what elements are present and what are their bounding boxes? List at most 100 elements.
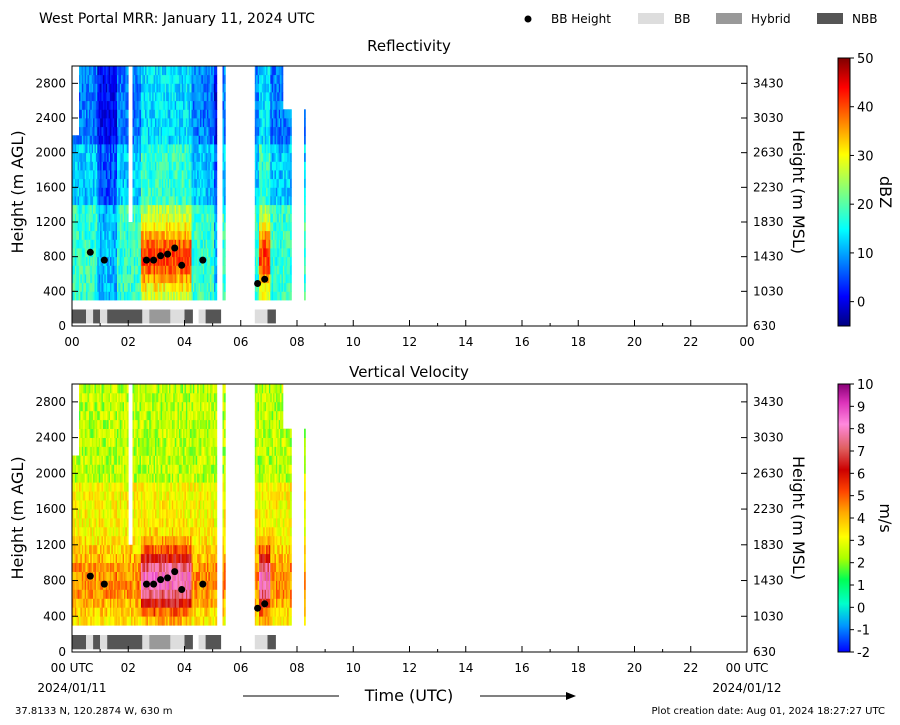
field-cell: [112, 392, 115, 403]
field-cell: [80, 410, 83, 421]
field-cell: [178, 66, 181, 76]
field-cell: [126, 500, 129, 510]
field-cell: [171, 265, 174, 275]
field-cell: [83, 473, 86, 483]
field-cell: [91, 239, 94, 249]
field-cell: [94, 265, 97, 275]
field-cell: [100, 74, 102, 84]
field-cell: [73, 161, 76, 171]
field-cell: [202, 178, 205, 188]
field-cell: [111, 213, 114, 223]
field-cell: [81, 230, 84, 240]
field-cell: [256, 256, 258, 266]
field-cell: [263, 135, 265, 145]
field-cell: [190, 204, 192, 214]
field-cell: [143, 161, 146, 171]
field-cell: [74, 580, 77, 590]
field-cell: [79, 187, 81, 197]
field-cell: [214, 83, 216, 93]
field-cell: [188, 170, 191, 180]
field-cell: [209, 256, 212, 266]
field-cell: [86, 384, 88, 394]
field-cell: [124, 464, 126, 474]
field-cell: [263, 265, 265, 275]
field-cell: [271, 74, 274, 84]
field-cell: [264, 170, 267, 180]
field-cell: [119, 161, 122, 171]
field-cell: [110, 482, 112, 492]
field-cell: [215, 213, 218, 223]
field-cell: [287, 178, 289, 188]
field-cell: [108, 109, 111, 119]
field-cell: [178, 196, 181, 206]
field-cell: [273, 83, 275, 93]
field-cell: [145, 66, 147, 76]
field-cell: [105, 178, 108, 188]
field-cell: [138, 589, 140, 599]
field-cell: [184, 66, 187, 76]
field-cell: [275, 265, 278, 275]
field-cell: [132, 384, 135, 394]
field-cell: [145, 446, 147, 456]
field-cell: [261, 74, 264, 84]
field-cell: [152, 282, 154, 292]
field-cell: [112, 384, 115, 394]
field-cell: [126, 274, 129, 284]
field-cell: [164, 109, 167, 119]
field-cell: [91, 607, 94, 617]
field-cell: [260, 83, 263, 93]
field-cell: [79, 274, 81, 284]
field-cell: [90, 204, 93, 214]
field-cell: [108, 535, 111, 546]
field-cell: [270, 265, 273, 275]
field-cell: [209, 66, 212, 76]
field-cell: [94, 291, 97, 301]
field-cell: [112, 152, 115, 162]
field-cell: [105, 152, 108, 162]
field-cell: [95, 544, 98, 555]
field-cell: [114, 464, 116, 474]
field-cell: [204, 126, 206, 136]
field-cell: [194, 92, 197, 102]
field-cell: [111, 144, 114, 154]
field-cell: [180, 222, 183, 232]
field-cell: [200, 100, 202, 110]
field-cell: [128, 222, 131, 232]
field-cell: [112, 437, 115, 447]
field-cell: [118, 152, 121, 162]
field-cell: [83, 92, 86, 102]
field-cell: [257, 248, 260, 258]
field-cell: [180, 100, 183, 110]
field-cell: [114, 204, 116, 214]
field-cell: [162, 74, 164, 84]
field-cell: [173, 187, 175, 197]
field-cell: [190, 239, 192, 249]
field-cell: [140, 401, 143, 412]
field-cell: [145, 607, 147, 617]
field-cell: [88, 428, 91, 438]
field-cell: [177, 204, 180, 214]
field-cell: [288, 135, 291, 145]
field-cell: [104, 401, 107, 412]
field-cell: [135, 410, 138, 421]
field-cell: [264, 118, 267, 128]
field-cell: [95, 616, 98, 626]
field-cell: [166, 170, 168, 180]
field-cell: [167, 100, 170, 110]
field-cell: [167, 239, 170, 249]
field-cell: [146, 109, 149, 119]
field-cell: [76, 144, 78, 154]
field-cell: [176, 196, 178, 206]
field-cell: [121, 401, 123, 412]
field-cell: [280, 265, 282, 275]
field-cell: [102, 291, 105, 301]
field-cell: [132, 204, 135, 214]
field-cell: [156, 83, 159, 93]
field-cell: [275, 135, 278, 145]
field-cell: [167, 187, 170, 197]
field-cell: [101, 589, 104, 599]
field-cell: [108, 580, 111, 590]
field-cell: [145, 100, 147, 110]
field-cell: [200, 170, 202, 180]
field-cell: [112, 446, 115, 456]
